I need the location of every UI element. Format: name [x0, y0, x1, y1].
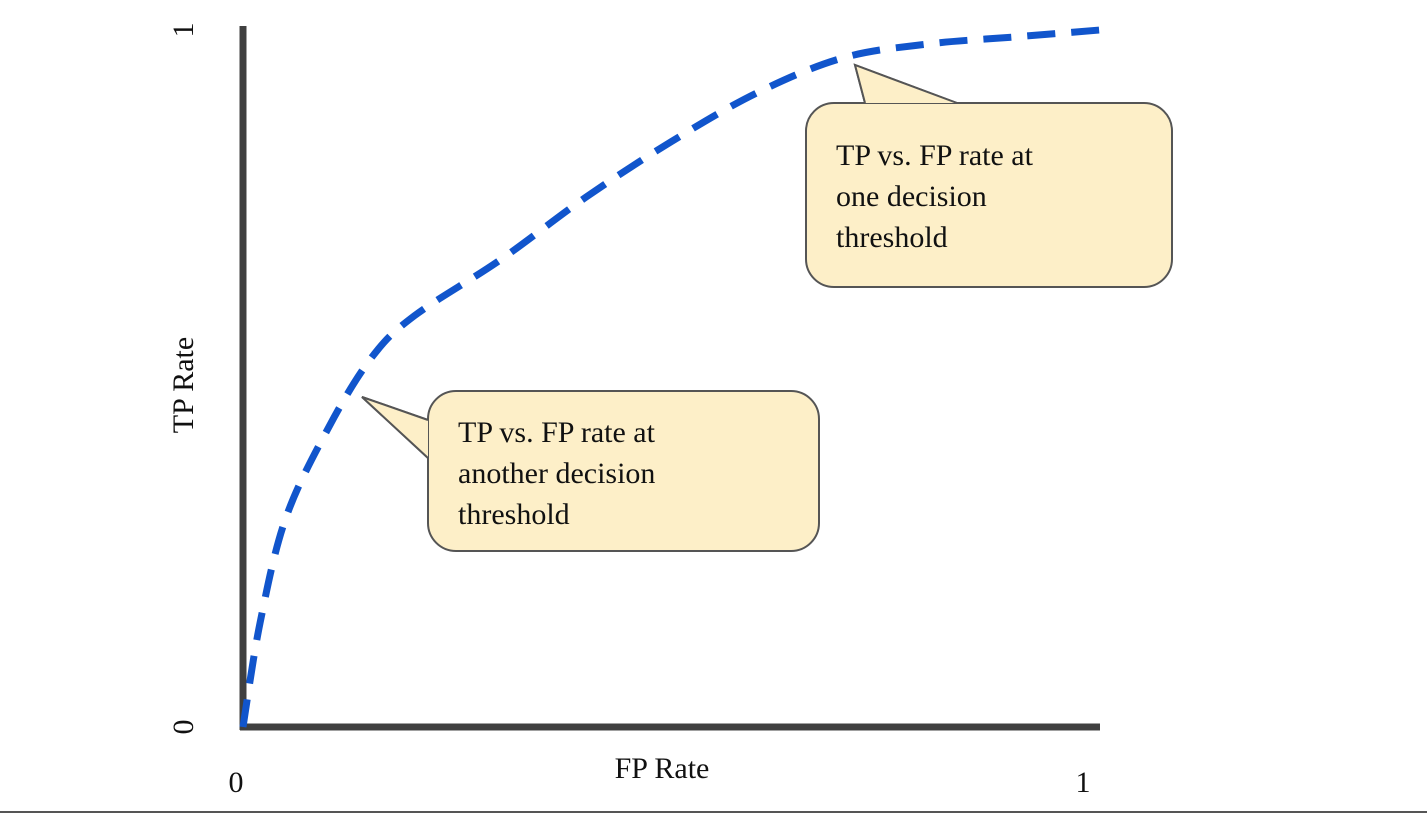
- x-axis-label: FP Rate: [615, 752, 710, 785]
- y-axis-label: TP Rate: [167, 337, 200, 433]
- callout: TP vs. FP rate at another decision thresho…: [361, 390, 820, 552]
- x-tick-label: 0: [229, 766, 244, 799]
- y-tick-label: 1: [167, 23, 200, 38]
- callout-text: one decision: [836, 180, 987, 213]
- plot: 0 1 0 1 FP Rate TP Rate TP vs. FP rate at one d…: [167, 23, 1173, 799]
- callout-text: threshold: [836, 221, 948, 254]
- callout-tail-edge: [853, 63, 958, 104]
- y-tick-label: 0: [167, 720, 200, 735]
- callout-text: threshold: [458, 498, 570, 531]
- callout-tail-edge: [361, 396, 429, 459]
- callout-box: [427, 390, 820, 552]
- roc-curve: [239, 26, 1101, 728]
- callout-text: TP vs. FP rate at: [836, 139, 1034, 172]
- callout-text: TP vs. FP rate at: [458, 416, 656, 449]
- callout-box: [805, 102, 1173, 288]
- x-tick-label: 1: [1076, 766, 1091, 799]
- callout-text: another decision: [458, 457, 655, 490]
- callout: TP vs. FP rate at one decision threshold: [805, 63, 1173, 288]
